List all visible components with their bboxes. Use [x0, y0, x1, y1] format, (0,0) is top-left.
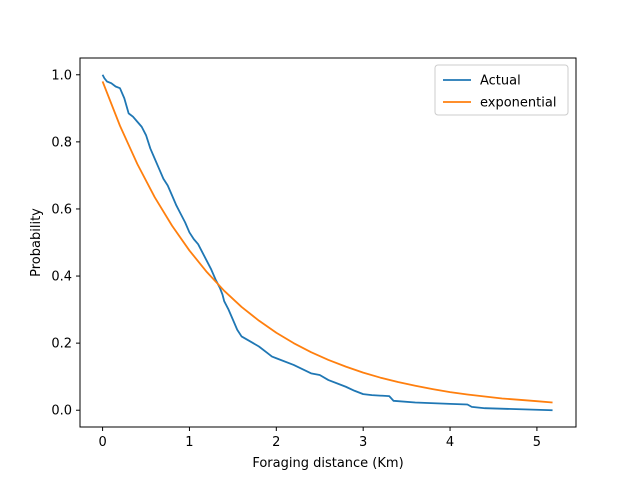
x-axis-label: Foraging distance (Km)	[252, 456, 403, 471]
x-tick-label: 3	[359, 435, 367, 450]
x-tick-label: 0	[98, 435, 106, 450]
x-tick-label: 5	[533, 435, 541, 450]
y-tick-label: 0.6	[51, 202, 72, 217]
y-tick-label: 0.2	[51, 337, 72, 352]
y-axis-label: Probability	[29, 208, 44, 277]
legend: Actual exponential	[434, 64, 569, 116]
series-layer	[101, 74, 553, 412]
y-tick-label: 0.8	[51, 135, 72, 150]
x-tick-label: 4	[446, 435, 454, 450]
y-tick-label: 1.0	[51, 68, 72, 83]
x-tick-label: 2	[272, 435, 280, 450]
series-line-exponential	[101, 81, 553, 404]
x-axis: 0 1 2 3 4 5	[98, 427, 541, 450]
y-tick-label: 0.0	[51, 404, 72, 419]
legend-label-actual: Actual	[480, 74, 521, 89]
x-tick-label: 1	[185, 435, 193, 450]
y-tick-label: 0.4	[51, 270, 72, 285]
axes-frame	[79, 57, 577, 428]
legend-label-exponential: exponential	[480, 96, 556, 111]
y-axis: 0.0 0.2 0.4 0.6 0.8 1.0	[51, 68, 80, 419]
